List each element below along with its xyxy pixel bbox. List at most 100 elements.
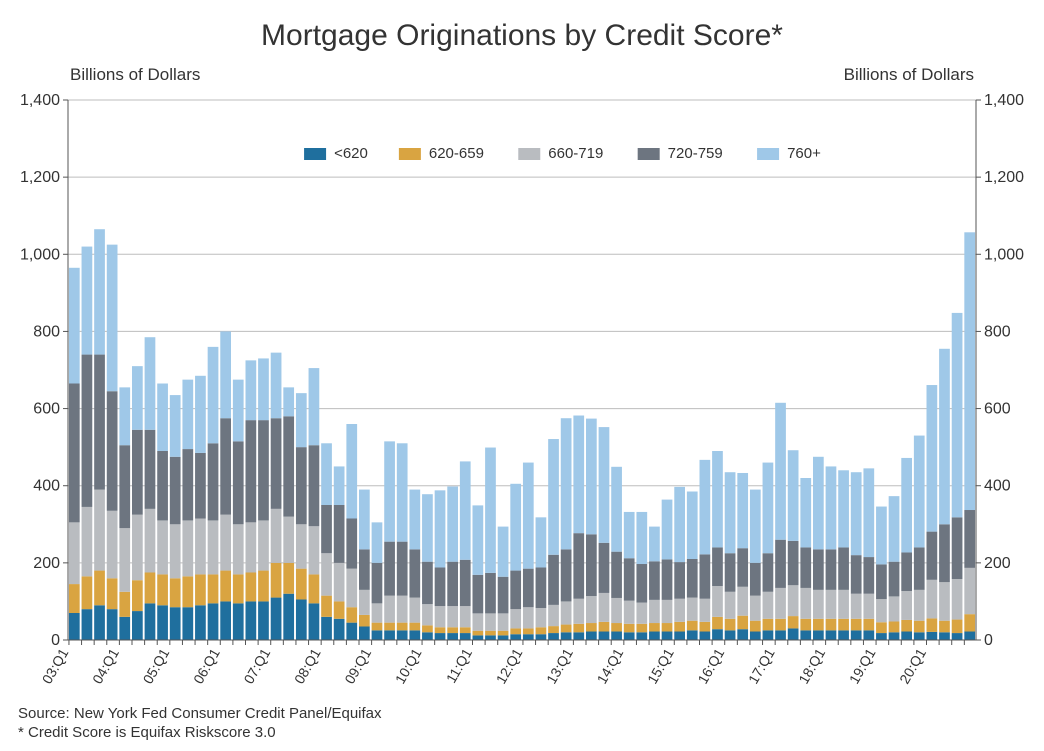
- bar-segment: [107, 511, 118, 579]
- bar-segment: [662, 500, 673, 560]
- bar-segment: [397, 596, 408, 623]
- legend-swatch: [304, 148, 326, 160]
- bar-segment: [624, 512, 635, 558]
- bar-segment: [346, 623, 357, 640]
- bar-segment: [182, 380, 193, 449]
- bar-segment: [788, 585, 799, 616]
- legend-swatch: [638, 148, 660, 160]
- bar-segment: [498, 613, 509, 630]
- bar-segment: [548, 555, 559, 605]
- bar-segment: [863, 619, 874, 631]
- bar-segment: [548, 626, 559, 633]
- bar-segment: [687, 492, 698, 560]
- bar-segment: [397, 623, 408, 631]
- bar-segment: [649, 600, 660, 623]
- bar-segment: [750, 596, 761, 621]
- bar-segment: [510, 609, 521, 628]
- y-tick-label-right: 800: [984, 323, 1011, 340]
- bar-segment: [422, 625, 433, 632]
- bar-segment: [170, 457, 181, 525]
- bar-segment: [548, 439, 559, 555]
- bar-segment: [271, 598, 282, 640]
- bar-segment: [498, 631, 509, 636]
- bar-segment: [384, 630, 395, 640]
- bar-segment: [145, 573, 156, 604]
- bar-segment: [233, 441, 244, 524]
- bar-segment: [119, 592, 130, 617]
- bar-segment: [788, 628, 799, 640]
- y-tick-label-left: 1,200: [20, 169, 60, 186]
- legend-swatch: [518, 148, 540, 160]
- bar-segment: [876, 622, 887, 633]
- bar-segment: [346, 519, 357, 569]
- bar-segment: [611, 632, 622, 640]
- chart-title: Mortgage Originations by Credit Score*: [261, 19, 783, 52]
- bar-segment: [296, 524, 307, 568]
- bar-segment: [145, 509, 156, 573]
- bar-segment: [170, 578, 181, 607]
- bar-segment: [195, 453, 206, 519]
- bar-segment: [599, 543, 610, 593]
- bar-segment: [674, 632, 685, 640]
- bar-segment: [611, 552, 622, 598]
- bar-segment: [309, 445, 320, 526]
- bar-segment: [838, 470, 849, 547]
- bar-segment: [851, 555, 862, 594]
- bar-segment: [573, 599, 584, 624]
- bar-segment: [939, 621, 950, 633]
- bar-segment: [510, 628, 521, 634]
- bar-segment: [119, 528, 130, 592]
- y-tick-label-right: 600: [984, 401, 1011, 418]
- bar-segment: [573, 632, 584, 640]
- bar-segment: [208, 574, 219, 603]
- bar-segment: [700, 622, 711, 632]
- bar-segment: [725, 472, 736, 553]
- bar-segment: [964, 510, 975, 568]
- bar-segment: [69, 268, 80, 384]
- y-tick-label-left: 1,000: [20, 246, 60, 263]
- bar-segment: [775, 540, 786, 588]
- bar-segment: [372, 623, 383, 631]
- bar-segment: [460, 627, 471, 633]
- bar-segment: [409, 549, 420, 597]
- bar-segment: [220, 571, 231, 602]
- bar-segment: [662, 623, 673, 631]
- chart-container: Mortgage Originations by Credit Score*Bi…: [0, 0, 1044, 751]
- bar-segment: [800, 588, 811, 619]
- bar-segment: [813, 619, 824, 631]
- bar-segment: [838, 619, 849, 631]
- bar-segment: [309, 603, 320, 640]
- bar-segment: [321, 617, 332, 640]
- bar-segment: [409, 630, 420, 640]
- bar-segment: [523, 569, 534, 608]
- bar-segment: [927, 532, 938, 580]
- bar-segment: [233, 524, 244, 574]
- bar-segment: [220, 418, 231, 514]
- bar-segment: [220, 601, 231, 640]
- bar-segment: [397, 630, 408, 640]
- bar-segment: [649, 561, 660, 600]
- bar-segment: [800, 630, 811, 640]
- bar-segment: [573, 533, 584, 599]
- bar-segment: [473, 635, 484, 640]
- x-tick-label: 07:Q1: [240, 645, 273, 686]
- bar-segment: [271, 418, 282, 509]
- bar-segment: [813, 630, 824, 640]
- bar-segment: [737, 587, 748, 616]
- bar-segment: [712, 617, 723, 629]
- bar-segment: [573, 416, 584, 534]
- bar-segment: [674, 562, 685, 599]
- bar-segment: [107, 391, 118, 511]
- bar-segment: [447, 486, 458, 561]
- bar-segment: [586, 534, 597, 596]
- bar-segment: [561, 549, 572, 601]
- bar-segment: [536, 634, 547, 640]
- x-tick-label: 03:Q1: [39, 645, 72, 686]
- x-tick-label: 18:Q1: [795, 645, 828, 686]
- bar-segment: [800, 478, 811, 547]
- bar-segment: [599, 632, 610, 640]
- bar-segment: [914, 590, 925, 621]
- bar-segment: [737, 473, 748, 548]
- bar-segment: [372, 563, 383, 604]
- bar-segment: [939, 582, 950, 621]
